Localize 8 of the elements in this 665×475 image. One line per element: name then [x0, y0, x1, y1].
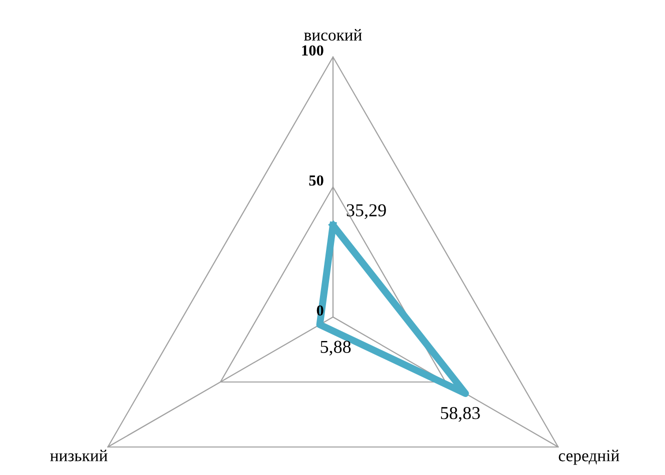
data-label: 58,83	[441, 407, 480, 422]
spoke-label: середній	[558, 450, 620, 465]
data-label: 35,29	[346, 204, 386, 219]
spoke-label: низький	[50, 450, 108, 462]
data-label: 5,88	[320, 340, 351, 356]
spoke-label: високий	[304, 29, 362, 41]
y-tick-label: 50	[309, 175, 324, 186]
y-tick-label: 100	[302, 45, 324, 56]
